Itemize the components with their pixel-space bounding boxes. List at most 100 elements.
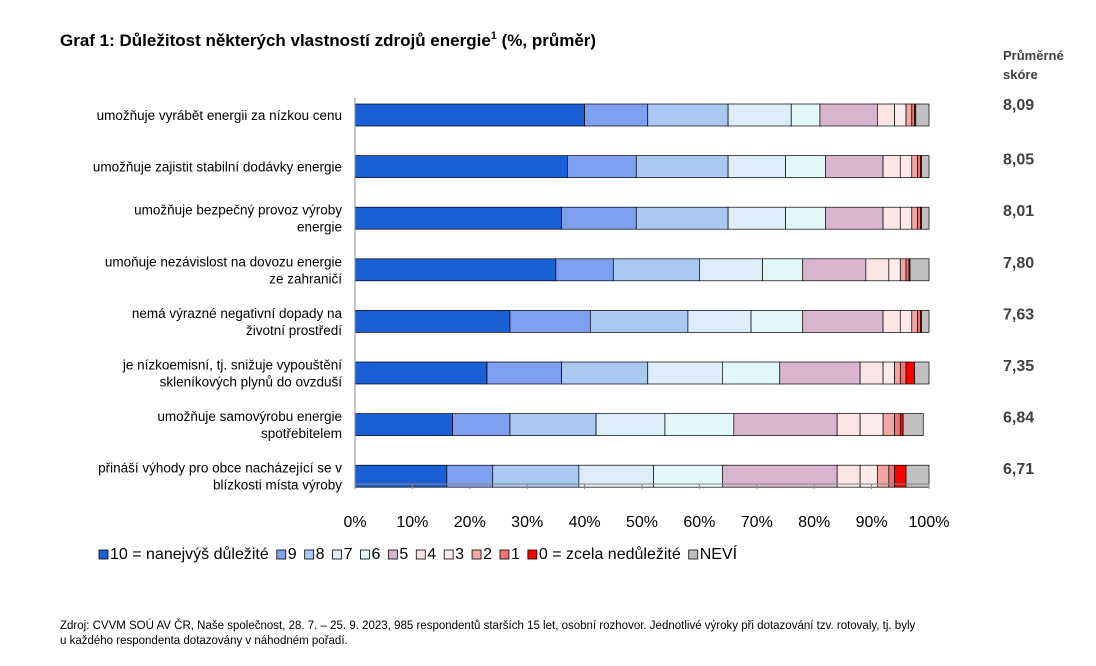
x-tick-label: 50% [626,514,658,531]
category-label: přináší výhody pro obce nacházející se v [98,461,342,476]
bar-segment [859,361,884,385]
bar-segment [917,206,921,230]
bar-row [354,103,930,127]
bar-segment [354,206,562,230]
x-tick-label: 70% [741,514,773,531]
bar-segment [894,361,901,385]
legend-swatch [332,549,342,560]
legend-swatch [471,549,482,560]
bar-segment [790,103,821,127]
bar-segment [905,258,910,282]
legend-label: 2 [483,546,492,563]
chart-title: Graf 1: Důležitost některých vlastností … [60,30,596,50]
category-label: nemá výrazné negativní dopady na [132,306,343,321]
bar-segment [612,258,700,282]
legend-label: 8 [316,546,325,563]
legend-swatch [304,549,315,560]
bar-segment [911,310,918,333]
legend-label: 1 [511,546,520,563]
legend-swatch [688,549,699,560]
bar-segment [452,413,511,436]
bar-segment [750,310,804,333]
bar-segment [882,310,901,333]
legend-item: 8 [304,546,325,563]
bar-segment [911,155,918,178]
legend: 10 = nanejvýš důležité 9 8 7 6 5 4 3 2 1 0 = zcela… [98,544,738,563]
bars-group [354,103,930,488]
legend-item: 0 = zcela nedůležité [527,545,681,563]
bar-segment [865,258,890,282]
bar-segment [911,103,916,127]
bar-segment [486,361,562,385]
category-label: spotřebitelem [261,426,342,441]
bar-row [354,258,930,282]
bar-segment [647,361,723,385]
category-label: životní prostředí [246,323,342,338]
legend-label: 3 [455,546,464,563]
score-value: 6,84 [1003,410,1034,427]
category-label: je nízkoemisní, tj. snižuje vypouštění [122,358,342,373]
bar-segment [911,206,918,230]
x-tick-label: 90% [856,514,888,531]
bar-row [354,155,930,178]
bar-segment [733,413,838,436]
bar-segment [921,155,930,178]
bar-segment [647,103,729,127]
source-line: u každého respondenta dotazovány v náhod… [60,635,348,647]
bar-segment [915,103,930,127]
bar-segment [882,361,895,385]
bar-segment [899,310,913,333]
bar-segment [899,155,913,178]
bar-segment [584,103,649,127]
source-note: Zdroj: CVVM SOÚ AV ČR, Naše společnost, … [60,619,916,647]
legend-label: 10 = nanejvýš důležité [110,545,269,563]
bar-segment [825,206,884,230]
legend-label: 4 [427,546,436,563]
category-label: umožňuje vyrábět energii za nízkou cenu [97,108,342,123]
bar-segment [354,103,585,127]
bar-segment [914,361,930,385]
legend-swatch [443,549,454,560]
bar-segment [727,206,786,230]
legend-swatch [415,549,426,560]
score-value: 8,01 [1003,203,1034,220]
x-tick-label: 0% [343,514,366,531]
legend-item: NEVÍ [688,544,738,563]
bar-segment [561,361,649,385]
x-tick-label: 80% [798,514,830,531]
bar-segment [785,206,827,230]
bar-segment [894,413,901,436]
x-axis: 0% 10% 20% 30% 40% 50% 60% 70% 80% 90% 100% [343,98,949,531]
x-tick-label: 30% [511,514,543,531]
score-value: 8,05 [1003,152,1034,169]
legend-label: 6 [371,546,380,563]
bar-segment [905,464,930,488]
chart-title-superscript: 1 [491,30,497,42]
bar-segment [354,361,488,385]
legend-swatch [276,549,287,560]
bar-segment [555,258,614,282]
score-values: 8,09 8,05 8,01 7,80 7,63 7,35 6,84 6,71 [1003,97,1034,478]
legend-label: 7 [344,546,353,563]
bar-segment [561,206,637,230]
score-header-line: skóre [1003,67,1038,82]
bar-segment [905,103,913,127]
legend-item: 10 = nanejvýš důležité [98,545,269,563]
x-tick-label: 20% [454,514,486,531]
legend-swatch [387,549,398,560]
legend-swatch [360,549,370,560]
bar-segment [722,361,781,385]
bar-segment [802,258,867,282]
bar-segment [819,103,878,127]
bar-row [354,310,930,333]
bar-segment [727,155,786,178]
bar-row [354,413,924,436]
bar-segment [687,310,752,333]
category-label: umoňuje nezávislost na dovozu energie [105,254,342,269]
score-value: 7,80 [1003,255,1034,272]
bar-segment [882,155,901,178]
bar-segment [727,103,792,127]
bar-segment [762,258,804,282]
score-value: 8,09 [1003,97,1034,114]
legend-label: 5 [399,546,408,563]
